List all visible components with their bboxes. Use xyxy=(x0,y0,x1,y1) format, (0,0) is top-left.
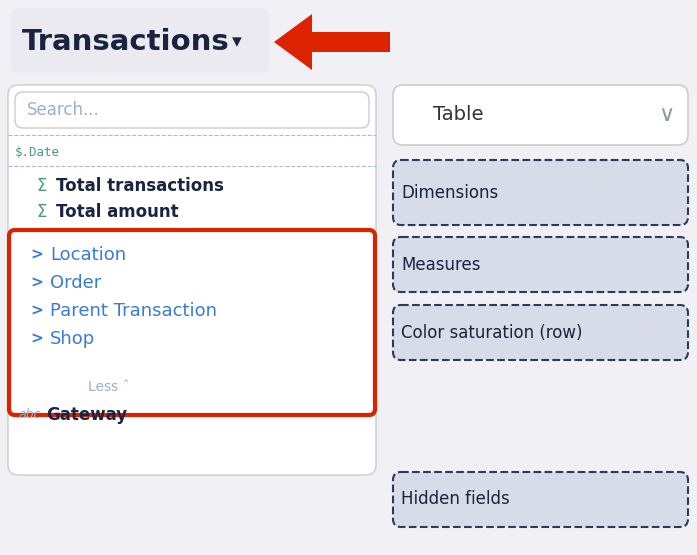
Text: >: > xyxy=(30,248,43,263)
Text: Parent Transaction: Parent Transaction xyxy=(50,302,217,320)
Text: Table: Table xyxy=(433,105,484,124)
Text: Σ: Σ xyxy=(36,203,47,221)
FancyBboxPatch shape xyxy=(393,160,688,225)
FancyBboxPatch shape xyxy=(393,85,688,145)
Text: Transactions: Transactions xyxy=(22,28,230,56)
Text: Total transactions: Total transactions xyxy=(56,177,224,195)
FancyBboxPatch shape xyxy=(393,472,688,527)
Text: Color saturation (row): Color saturation (row) xyxy=(401,324,583,341)
FancyBboxPatch shape xyxy=(15,92,369,128)
Text: >: > xyxy=(30,275,43,290)
Polygon shape xyxy=(274,14,312,70)
Text: Hidden fields: Hidden fields xyxy=(401,491,510,508)
FancyBboxPatch shape xyxy=(8,85,376,475)
FancyBboxPatch shape xyxy=(9,230,375,415)
FancyBboxPatch shape xyxy=(10,8,270,73)
FancyBboxPatch shape xyxy=(312,32,390,52)
Text: Dimensions: Dimensions xyxy=(401,184,498,201)
Text: >: > xyxy=(30,331,43,346)
Text: ▾: ▾ xyxy=(232,33,242,52)
Text: ∨: ∨ xyxy=(658,105,674,125)
FancyBboxPatch shape xyxy=(393,237,688,292)
Text: Order: Order xyxy=(50,274,101,292)
Text: abc: abc xyxy=(18,408,40,421)
Text: Shop: Shop xyxy=(50,330,95,348)
Text: Measures: Measures xyxy=(401,255,480,274)
Text: Less ˆ: Less ˆ xyxy=(88,380,130,394)
Text: $.Date: $.Date xyxy=(15,145,60,159)
Text: Σ: Σ xyxy=(36,177,47,195)
FancyBboxPatch shape xyxy=(393,305,688,360)
Text: Search...: Search... xyxy=(27,101,100,119)
Text: Location: Location xyxy=(50,246,126,264)
Text: Total amount: Total amount xyxy=(56,203,178,221)
Text: >: > xyxy=(30,304,43,319)
Text: Gateway: Gateway xyxy=(46,406,127,424)
